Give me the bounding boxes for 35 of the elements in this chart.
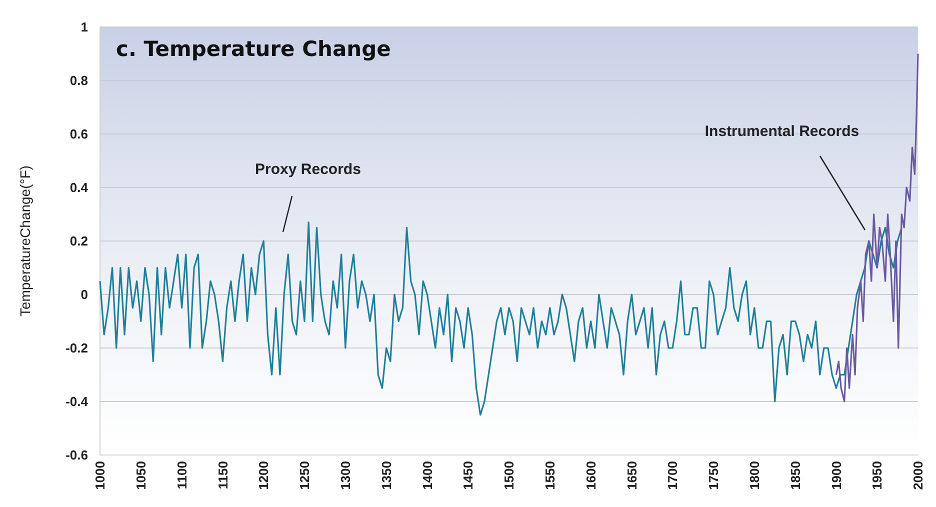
x-tick-label: 1950 (870, 461, 885, 490)
x-tick-label: 1700 (665, 461, 680, 490)
x-tick-label: 1800 (746, 461, 762, 490)
x-tick-label: 1250 (297, 461, 312, 490)
y-tick-label: -0.4 (66, 394, 89, 410)
y-tick-label: 0 (80, 287, 88, 302)
x-tick-label: 1600 (583, 461, 598, 490)
x-tick-label: 1100 (174, 461, 190, 490)
text: c. Temperature Change (116, 37, 391, 61)
x-tick-label: 2000 (910, 461, 926, 490)
x-tick-label: 1300 (338, 461, 353, 490)
text: Proxy Records (255, 161, 361, 178)
x-tick-label: 1400 (420, 461, 435, 490)
y-tick-label: -0.6 (66, 448, 88, 463)
y-tick-label: 0.2 (70, 234, 88, 249)
x-tick-label: 1650 (624, 461, 640, 490)
x-tick-label: 1450 (460, 461, 476, 490)
x-tick-label: 1200 (256, 461, 272, 490)
x-tick-label: 1050 (133, 461, 148, 490)
y-axis-title: TemperatureChange(°F) (17, 165, 33, 317)
y-tick-label: 0.8 (70, 73, 88, 88)
y-tick-label: 0.4 (70, 180, 89, 196)
y-tick-label: 1 (80, 20, 88, 35)
text: Instrumental Records (704, 123, 860, 140)
y-tick-label: -0.2 (66, 340, 88, 356)
x-tick-label: 1150 (215, 461, 230, 490)
x-tick-label: 1750 (706, 461, 722, 490)
y-tick-label: 0.6 (70, 126, 88, 142)
x-tick-label: 1850 (788, 461, 803, 490)
x-tick-label: 1900 (828, 461, 844, 490)
x-tick-label: 1500 (502, 461, 517, 490)
x-tick-label: 1000 (92, 461, 108, 490)
x-tick-label: 1550 (542, 461, 558, 490)
x-tick-label: 1350 (378, 461, 394, 490)
line-series (99, 221, 902, 416)
